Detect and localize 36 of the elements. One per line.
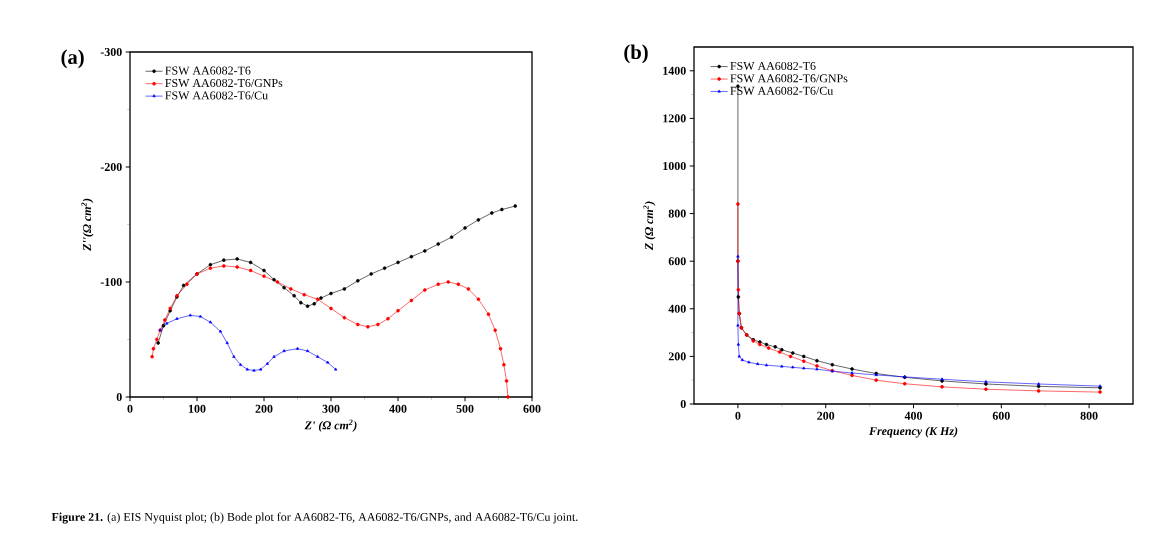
x-tick-label: 800 xyxy=(1080,411,1098,420)
y-tick-label: -100 xyxy=(100,277,122,287)
x-tick-label: 0 xyxy=(735,411,741,420)
x-tick-label: 500 xyxy=(456,404,474,413)
y-tick-label: -200 xyxy=(100,162,122,172)
x-tick-label: 100 xyxy=(189,404,206,413)
chart-title: (a) xyxy=(61,49,84,69)
x-tick-label: 300 xyxy=(322,404,340,413)
y-tick-label: 400 xyxy=(668,304,686,313)
y-tick-label: 200 xyxy=(668,352,686,361)
y-axis-title: Z (Ω cm$^{2}$) xyxy=(643,201,656,251)
x-tick-label: 200 xyxy=(817,411,835,420)
legend-label: FSW AA6082-T6/Cu xyxy=(165,91,268,100)
chart-title: (b) xyxy=(624,44,648,64)
y-tick-label: 1400 xyxy=(663,66,686,75)
legend-label: FSW AA6082-T6 xyxy=(165,66,251,75)
legend-label: FSW AA6082-T6/Cu xyxy=(730,86,834,95)
x-tick-label: 600 xyxy=(523,404,541,413)
x-tick-label: 400 xyxy=(904,411,923,420)
x-tick-label: 200 xyxy=(255,404,273,413)
y-tick-label: 0 xyxy=(116,392,122,402)
x-tick-label: 0 xyxy=(127,404,133,413)
y-tick-label: -300 xyxy=(100,47,122,57)
x-tick-label: 600 xyxy=(992,411,1010,420)
x-tick-label: 400 xyxy=(389,404,407,413)
y-tick-label: 1000 xyxy=(663,161,686,171)
legend-label: FSW AA6082-T6/GNPs xyxy=(165,78,283,88)
x-axis-title: Z' (Ω cm$^{2}$) xyxy=(304,419,357,432)
y-axis-title: Z''(Ω cm$^{2}$) xyxy=(81,198,94,251)
y-tick-label: 1200 xyxy=(663,114,686,123)
legend-label: FSW AA6082-T6/GNPs xyxy=(730,74,848,83)
x-axis-title: Frequency (K Hz) xyxy=(869,426,958,438)
legend-label: FSW AA6082-T6 xyxy=(730,61,816,71)
y-tick-label: 800 xyxy=(668,209,686,218)
text: Figure 21. (a) EIS Nyquist plot; (b) Bode plot for AA6082-T6, AA6082-T6/GNPs, and AA6082-T6/Cu joint. xyxy=(51,512,578,524)
y-tick-label: 600 xyxy=(668,257,686,266)
